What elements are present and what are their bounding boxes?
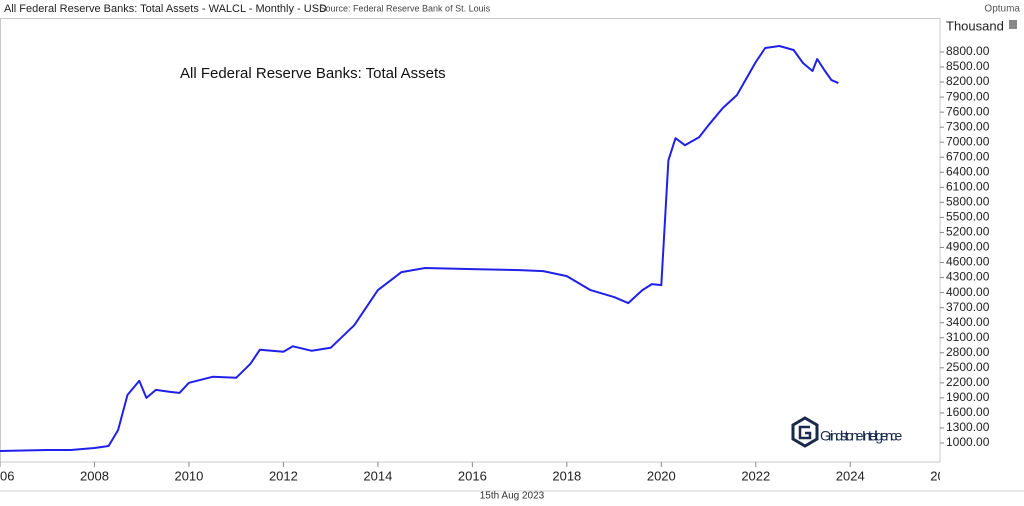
y-tick-label: 2500.00 xyxy=(946,360,990,374)
x-tick-label: 2026 xyxy=(930,468,959,483)
y-tick-label: 5800.00 xyxy=(946,195,990,209)
x-tick-label: 2024 xyxy=(836,468,865,483)
y-tick-label: 5500.00 xyxy=(946,210,990,224)
header-source: - Source: Federal Reserve Bank of St. Lo… xyxy=(314,3,491,13)
series-line xyxy=(0,45,839,452)
x-tick-label: 2006 xyxy=(0,468,14,483)
y-tick-label: 2200.00 xyxy=(946,375,990,389)
plot-frame xyxy=(0,18,941,463)
y-tick-label: 4900.00 xyxy=(946,240,990,254)
y-tick-label: 4300.00 xyxy=(946,270,990,284)
y-tick-label: 7000.00 xyxy=(946,134,990,148)
y-tick-label: 8500.00 xyxy=(946,59,990,73)
y-tick-label: 4600.00 xyxy=(946,255,990,269)
y-tick-label: 1000.00 xyxy=(946,435,990,449)
y-tick-label: 6100.00 xyxy=(946,180,990,194)
x-tick-label: 2016 xyxy=(458,468,487,483)
y-tick-label: 2800.00 xyxy=(946,345,990,359)
y-axis-label: Thousand xyxy=(946,18,1004,33)
y-tick-label: 7600.00 xyxy=(946,104,990,118)
x-tick-label: 2020 xyxy=(647,468,676,483)
brand: Optuma xyxy=(984,4,1020,15)
y-tick-label: 5200.00 xyxy=(946,225,990,239)
x-tick-label: 2010 xyxy=(174,468,203,483)
chart-title: All Federal Reserve Banks: Total Assets xyxy=(180,65,446,82)
y-tick-label: 1900.00 xyxy=(946,390,990,404)
y-tick-label: 6400.00 xyxy=(946,164,990,178)
y-tick-label: 3100.00 xyxy=(946,330,990,344)
y-tick-label: 6700.00 xyxy=(946,149,990,163)
x-tick-label: 2014 xyxy=(363,468,392,483)
header-title: All Federal Reserve Banks: Total Assets … xyxy=(4,3,327,15)
y-tick-label: 1300.00 xyxy=(946,420,990,434)
y-tick-label: 3400.00 xyxy=(946,315,990,329)
y-tick-label: 8800.00 xyxy=(946,44,990,58)
footer-date: 15th Aug 2023 xyxy=(480,491,545,502)
y-tick-label: 7900.00 xyxy=(946,89,990,103)
x-tick-label: 2022 xyxy=(741,468,770,483)
logo-text: Grindstone Intelligence xyxy=(820,428,903,444)
y-tick-label: 1600.00 xyxy=(946,405,990,419)
lock-icon[interactable] xyxy=(1009,20,1017,29)
x-tick-label: 2018 xyxy=(552,468,581,483)
x-tick-label: 2008 xyxy=(80,468,109,483)
y-tick-label: 8200.00 xyxy=(946,74,990,88)
y-tick-label: 7300.00 xyxy=(946,119,990,133)
y-tick-label: 3700.00 xyxy=(946,300,990,314)
logo: Grindstone Intelligence xyxy=(791,416,903,448)
x-tick-label: 2012 xyxy=(269,468,298,483)
y-tick-label: 4000.00 xyxy=(946,285,990,299)
